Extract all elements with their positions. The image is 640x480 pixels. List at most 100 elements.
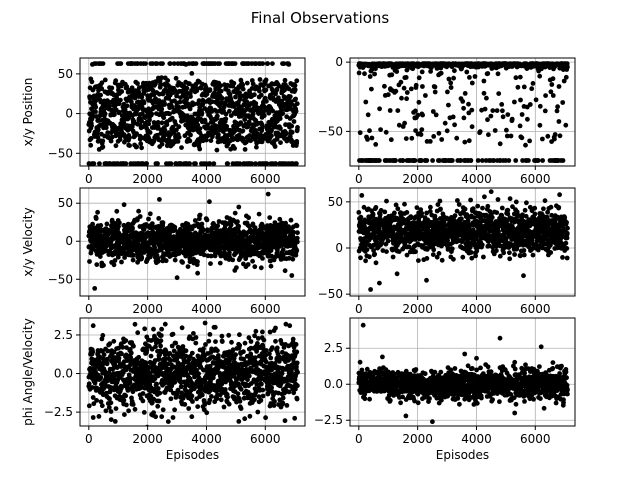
data-point	[167, 61, 173, 66]
data-point	[514, 209, 520, 215]
data-point	[102, 111, 108, 117]
data-point	[223, 111, 229, 117]
figure-title: Final Observations	[251, 9, 390, 27]
data-point	[398, 79, 404, 85]
data-point	[523, 142, 528, 148]
data-point	[152, 245, 158, 250]
data-point	[384, 249, 389, 255]
data-point	[403, 136, 409, 142]
data-point	[389, 72, 395, 78]
data-point	[117, 220, 122, 226]
data-point	[290, 161, 295, 166]
data-point	[486, 243, 492, 249]
data-point	[518, 97, 523, 103]
data-point	[452, 122, 457, 128]
data-point	[410, 66, 416, 72]
data-point	[231, 80, 237, 86]
data-point	[169, 104, 175, 110]
y-tick-label: 50	[58, 196, 73, 210]
data-point	[295, 125, 300, 130]
data-point	[161, 115, 167, 121]
data-point	[250, 258, 256, 264]
scatter-points	[86, 191, 300, 291]
data-point	[124, 103, 130, 109]
data-point	[454, 208, 460, 214]
data-point	[290, 256, 296, 262]
data-point	[86, 161, 92, 166]
data-point	[483, 158, 489, 163]
data-point	[507, 250, 512, 256]
data-point	[185, 264, 191, 269]
data-point	[149, 111, 155, 117]
data-point	[394, 69, 400, 74]
data-point	[188, 132, 193, 138]
data-point	[127, 143, 132, 149]
data-point	[535, 158, 541, 163]
data-point	[506, 158, 512, 163]
y-tick-label: 0	[65, 234, 73, 248]
data-point	[469, 124, 475, 130]
data-point	[415, 112, 421, 118]
data-point	[466, 138, 472, 144]
data-point	[496, 229, 501, 235]
data-point	[495, 197, 501, 202]
x-tick-label: 4000	[191, 302, 222, 316]
data-point	[393, 88, 399, 94]
data-point	[93, 216, 99, 222]
data-point	[176, 104, 181, 110]
data-point	[365, 112, 371, 118]
data-point	[147, 211, 153, 217]
data-point	[260, 61, 266, 66]
data-point	[121, 132, 127, 138]
data-point	[291, 229, 296, 235]
data-point	[392, 210, 397, 216]
data-point	[439, 257, 445, 263]
data-point	[236, 204, 242, 210]
data-point	[97, 161, 102, 166]
data-point	[180, 260, 186, 265]
data-point	[387, 222, 393, 228]
data-point	[250, 81, 256, 87]
x-tick-label: 0	[85, 172, 93, 186]
data-point	[263, 87, 269, 93]
data-point	[513, 75, 519, 81]
data-point	[361, 204, 367, 210]
data-point	[449, 158, 455, 163]
data-point	[100, 138, 106, 144]
data-point	[123, 161, 129, 166]
data-point	[293, 108, 299, 114]
data-point	[388, 137, 394, 143]
data-point	[100, 61, 106, 66]
data-point	[438, 206, 443, 212]
data-point	[404, 90, 410, 95]
data-point	[466, 101, 471, 107]
data-point	[233, 94, 238, 100]
data-point	[216, 132, 221, 138]
data-point	[208, 138, 214, 144]
data-point	[449, 246, 455, 252]
data-point	[98, 92, 103, 98]
x-tick-label: 2000	[132, 172, 163, 186]
data-point	[370, 212, 376, 218]
data-point	[286, 255, 292, 261]
data-point	[195, 122, 201, 128]
data-point	[554, 108, 560, 114]
data-point	[113, 78, 119, 84]
data-point	[521, 252, 527, 258]
data-point	[364, 247, 370, 253]
data-point	[148, 246, 153, 252]
data-point	[505, 112, 511, 117]
data-point	[184, 113, 190, 119]
data-point	[395, 108, 401, 113]
data-point	[462, 206, 468, 212]
data-point	[264, 98, 269, 104]
data-point	[413, 82, 419, 88]
data-point	[504, 133, 510, 139]
data-point	[401, 85, 407, 91]
data-point	[289, 123, 295, 129]
data-point	[201, 252, 207, 258]
data-point	[141, 100, 147, 106]
data-point	[105, 130, 111, 136]
data-point	[179, 145, 184, 151]
data-point	[167, 111, 173, 117]
